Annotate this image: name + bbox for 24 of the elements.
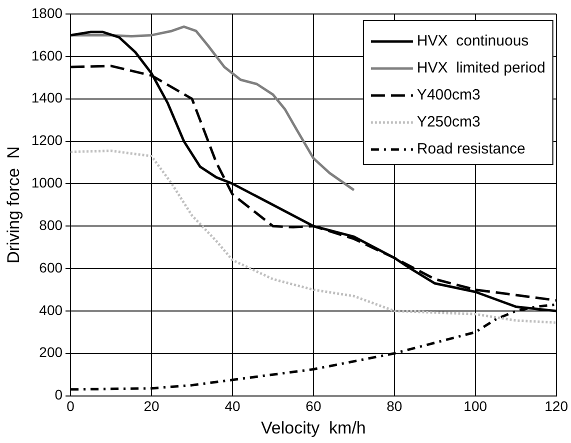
x-tick-label: 20 — [144, 398, 160, 414]
legend-label: Y400cm3 — [416, 86, 480, 104]
x-tick-label: 80 — [386, 398, 402, 414]
legend-label: Y250cm3 — [416, 114, 480, 131]
y-tick-label: 1800 — [31, 4, 63, 21]
y-tick-label: 0 — [54, 386, 63, 403]
x-tick-label: 100 — [464, 398, 488, 414]
y-tick-label: 200 — [39, 344, 63, 360]
x-axis-title: Velocity km/h — [260, 418, 366, 438]
y-tick-label: 1200 — [31, 132, 63, 148]
y-tick-label: 1600 — [31, 47, 63, 64]
x-tick-label: 0 — [66, 398, 75, 414]
x-tick-label: 40 — [224, 398, 240, 414]
x-tick-label: 60 — [306, 398, 322, 414]
x-tick-label: 120 — [544, 398, 568, 414]
y-axis-title: Driving force N — [4, 146, 23, 264]
legend-label: HVX continuous — [416, 32, 529, 50]
y-tick-label: 1400 — [31, 90, 63, 106]
y-tick-label: 800 — [39, 216, 63, 233]
y-tick-label: 600 — [39, 259, 63, 276]
y-tick-label: 1000 — [31, 174, 63, 191]
y-tick-label: 400 — [39, 302, 63, 318]
legend-label: Road resistance — [416, 140, 526, 158]
legend-label: HVX limited period — [416, 60, 546, 77]
